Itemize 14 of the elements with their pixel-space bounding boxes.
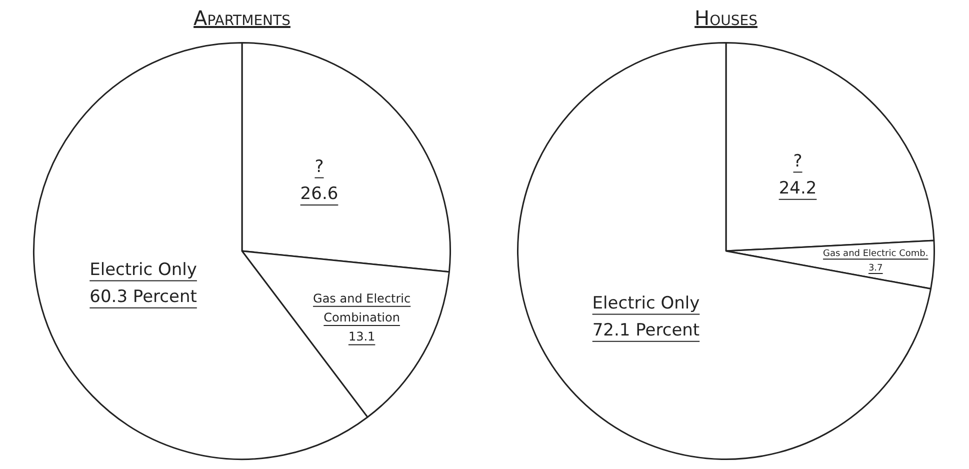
slice-label: Gas and Electric Combination xyxy=(313,291,411,324)
data-label: 72.1 Percent xyxy=(592,320,700,341)
slice-label: Electric Only xyxy=(592,293,700,314)
slice-label: ? xyxy=(793,151,802,172)
slice-label: Electric Only xyxy=(90,260,197,280)
chart-title: Apartments xyxy=(192,6,292,30)
chart-title: Houses xyxy=(694,6,758,30)
data-label: 26.6 xyxy=(300,184,338,204)
data-label: 60.3 Percent xyxy=(90,287,198,308)
data-label: 13.1 xyxy=(348,330,376,344)
slice-label: Gas and Electric Comb. xyxy=(823,249,928,260)
data-label: 3.7 xyxy=(868,263,883,274)
slice-label: ? xyxy=(314,156,324,177)
data-label: 24.2 xyxy=(778,178,817,199)
